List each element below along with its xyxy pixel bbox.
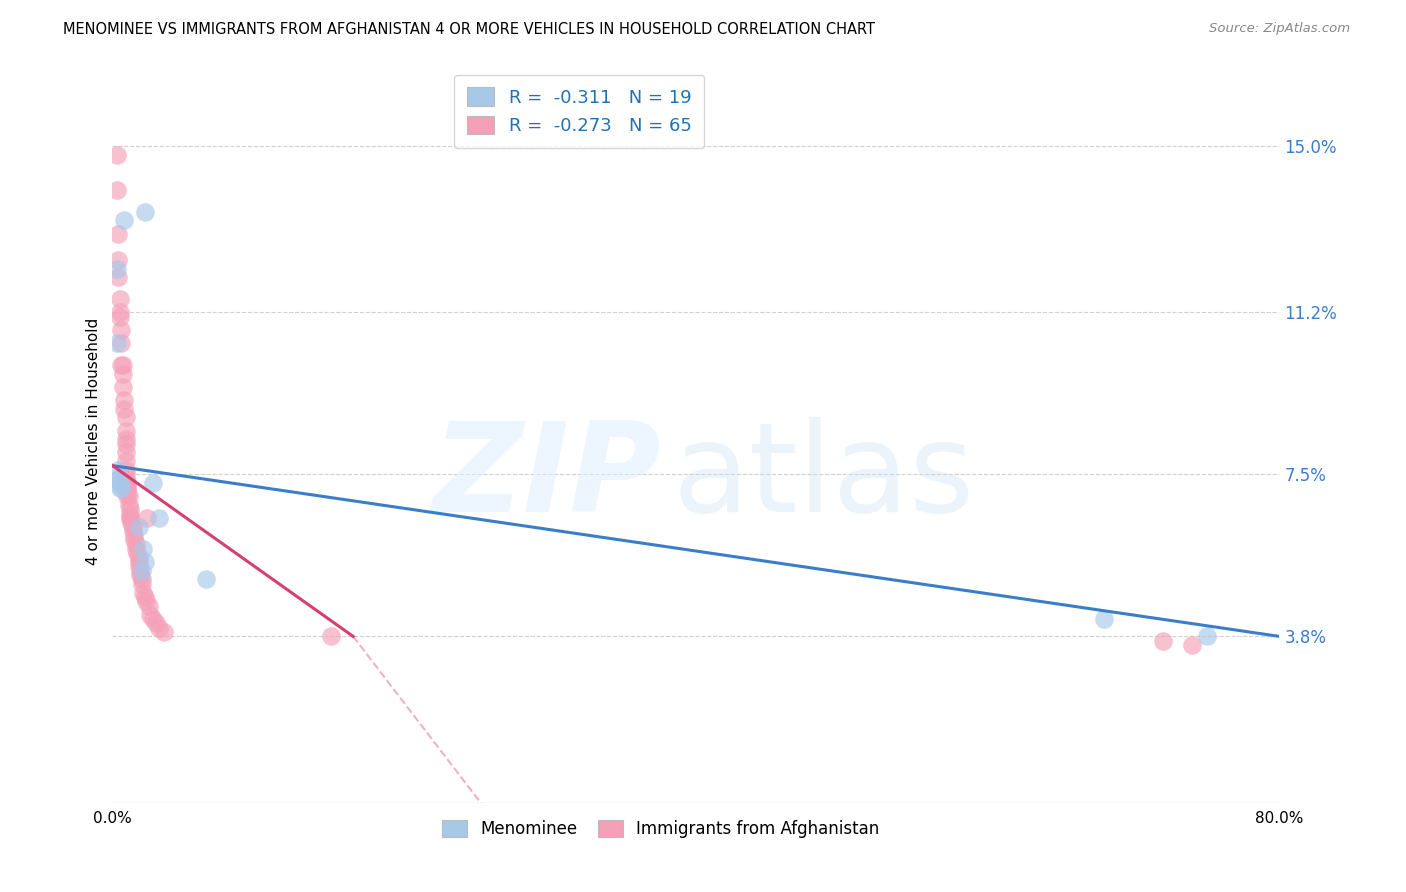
Point — [145, 616, 167, 631]
Point — [115, 484, 138, 499]
Point — [110, 358, 132, 372]
Point — [114, 410, 136, 425]
Point — [114, 472, 136, 486]
Point — [131, 577, 153, 591]
Point — [115, 476, 138, 491]
Point — [108, 476, 131, 491]
Point — [131, 573, 153, 587]
Point — [1094, 612, 1116, 626]
Point — [107, 252, 129, 267]
Point — [134, 590, 156, 604]
Point — [118, 507, 141, 521]
Point — [125, 541, 148, 556]
Point — [111, 367, 134, 381]
Point — [114, 436, 136, 450]
Point — [114, 454, 136, 468]
Point — [128, 555, 150, 569]
Point — [115, 481, 138, 495]
Point — [148, 621, 170, 635]
Point — [136, 511, 159, 525]
Point — [122, 524, 145, 539]
Point — [110, 336, 132, 351]
Point — [117, 498, 139, 512]
Point — [321, 629, 343, 643]
Point — [142, 476, 165, 491]
Point — [134, 555, 156, 569]
Point — [107, 472, 129, 486]
Point — [128, 550, 150, 565]
Point — [134, 204, 156, 219]
Point — [1195, 629, 1218, 643]
Point — [118, 511, 141, 525]
Point — [1152, 633, 1174, 648]
Point — [114, 445, 136, 459]
Point — [128, 520, 150, 534]
Point — [124, 533, 146, 547]
Text: ZIP: ZIP — [432, 417, 661, 538]
Point — [114, 424, 136, 438]
Point — [112, 392, 135, 407]
Point — [115, 476, 138, 491]
Point — [125, 537, 148, 551]
Point — [112, 401, 135, 416]
Point — [129, 568, 152, 582]
Point — [114, 433, 136, 447]
Point — [135, 594, 157, 608]
Point — [127, 546, 149, 560]
Point — [115, 489, 138, 503]
Point — [118, 502, 141, 516]
Point — [107, 270, 129, 285]
Point — [108, 305, 131, 319]
Point — [122, 520, 145, 534]
Point — [131, 564, 153, 578]
Text: Source: ZipAtlas.com: Source: ZipAtlas.com — [1209, 22, 1350, 36]
Point — [132, 585, 155, 599]
Point — [111, 358, 134, 372]
Point — [117, 489, 139, 503]
Point — [107, 227, 129, 241]
Point — [108, 481, 131, 495]
Point — [110, 481, 132, 495]
Legend: Menominee, Immigrants from Afghanistan: Menominee, Immigrants from Afghanistan — [436, 814, 886, 845]
Point — [138, 599, 160, 613]
Point — [132, 541, 155, 556]
Text: MENOMINEE VS IMMIGRANTS FROM AFGHANISTAN 4 OR MORE VEHICLES IN HOUSEHOLD CORRELA: MENOMINEE VS IMMIGRANTS FROM AFGHANISTAN… — [63, 22, 876, 37]
Point — [142, 612, 165, 626]
Point — [107, 472, 129, 486]
Y-axis label: 4 or more Vehicles in Household: 4 or more Vehicles in Household — [86, 318, 101, 566]
Point — [110, 323, 132, 337]
Point — [1181, 638, 1204, 652]
Point — [114, 467, 136, 482]
Point — [118, 511, 141, 525]
Point — [111, 380, 134, 394]
Point — [152, 625, 174, 640]
Text: atlas: atlas — [672, 417, 974, 538]
Point — [105, 336, 128, 351]
Point — [120, 516, 142, 530]
Point — [112, 213, 135, 227]
Point — [114, 463, 136, 477]
Point — [105, 261, 128, 276]
Point — [115, 481, 138, 495]
Point — [124, 529, 146, 543]
Point — [108, 310, 131, 324]
Point — [129, 564, 152, 578]
Point — [107, 463, 129, 477]
Point — [194, 573, 217, 587]
Point — [148, 511, 170, 525]
Point — [105, 183, 128, 197]
Point — [128, 559, 150, 574]
Point — [139, 607, 162, 622]
Point — [105, 147, 128, 161]
Point — [108, 292, 131, 306]
